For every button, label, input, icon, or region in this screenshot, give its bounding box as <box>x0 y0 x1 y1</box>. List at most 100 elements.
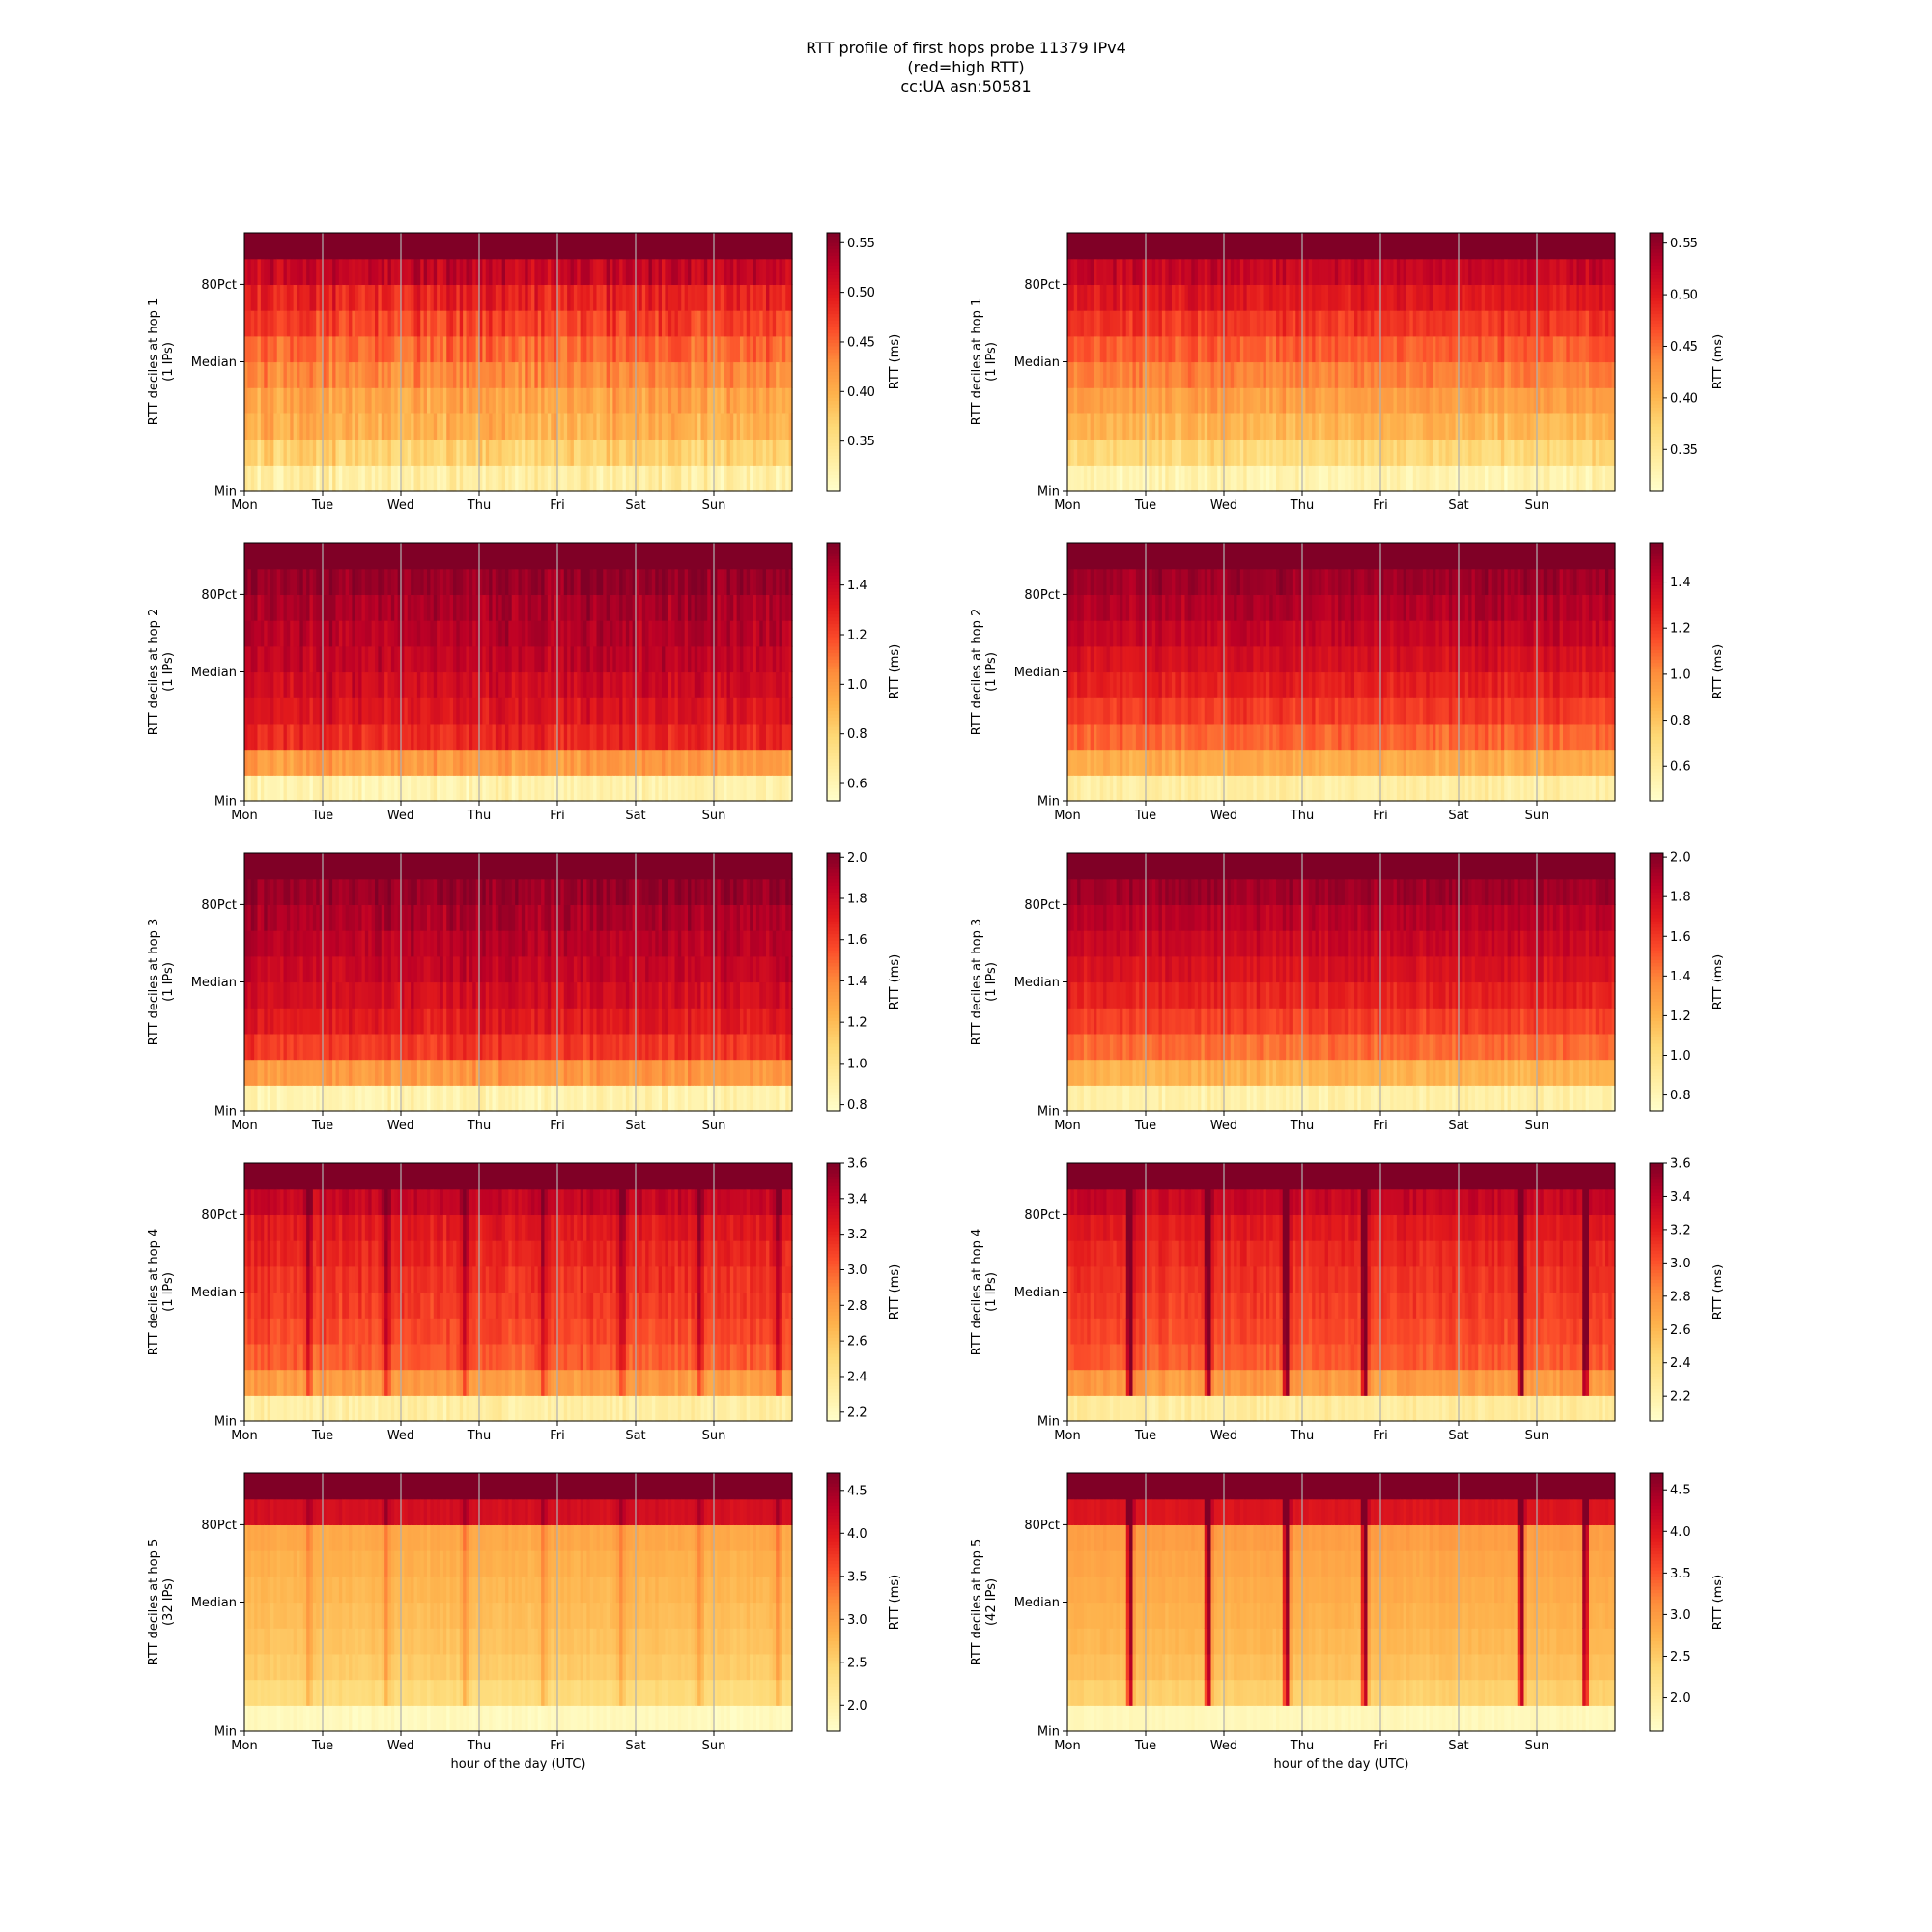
heatmap-cell <box>466 310 470 337</box>
heatmap-cell <box>593 361 598 388</box>
heatmap-cell <box>580 284 584 311</box>
heatmap-cell <box>563 335 568 363</box>
heatmap-cell <box>577 465 582 492</box>
heatmap-cell <box>297 439 300 466</box>
heatmap-cell <box>580 335 584 363</box>
heatmap-cell <box>525 258 529 285</box>
heatmap-cell <box>323 412 327 440</box>
heatmap-cell <box>416 412 421 440</box>
heatmap-cell <box>306 258 311 285</box>
heatmap-cell <box>323 233 327 260</box>
colorbar-segment <box>1650 233 1663 237</box>
heatmap-cell <box>381 310 385 337</box>
heatmap-cell <box>606 387 611 414</box>
heatmap-cell <box>449 439 454 466</box>
heatmap-cell <box>416 335 421 363</box>
heatmap-cell <box>560 412 565 440</box>
heatmap-cell <box>384 233 389 260</box>
heatmap-cell <box>267 465 271 492</box>
heatmap-cell <box>433 284 438 311</box>
heatmap-cell <box>297 335 300 363</box>
heatmap-cell <box>312 258 317 285</box>
heatmap-cell <box>449 284 454 311</box>
heatmap-cell <box>518 412 523 440</box>
y-tick-label: Min <box>214 485 237 499</box>
heatmap-cell <box>364 233 369 260</box>
heatmap-cell <box>244 335 248 363</box>
heatmap-cell <box>401 465 405 492</box>
heatmap-cell <box>615 439 620 466</box>
heatmap-cell <box>580 439 584 466</box>
heatmap-cell <box>567 258 572 285</box>
heatmap-cell <box>492 335 497 363</box>
heatmap-cell <box>319 361 324 388</box>
heatmap-cell <box>472 233 477 260</box>
heatmap-cell <box>469 361 473 388</box>
heatmap-cell <box>309 310 314 337</box>
heatmap-cell <box>358 387 363 414</box>
heatmap-cell <box>381 233 385 260</box>
heatmap-cell <box>521 284 526 311</box>
heatmap-cell <box>309 412 314 440</box>
heatmap-cell <box>485 465 490 492</box>
heatmap-cell <box>250 310 255 337</box>
heatmap-cell <box>257 310 262 337</box>
heatmap-cell <box>433 412 438 440</box>
heatmap-cell <box>316 412 321 440</box>
heatmap-cell <box>449 465 454 492</box>
heatmap-cell <box>505 233 509 260</box>
heatmap-cell <box>411 361 415 388</box>
heatmap-cell <box>577 284 582 311</box>
heatmap-cell <box>593 233 598 260</box>
heatmap-cell <box>381 465 385 492</box>
heatmap-cell <box>312 387 317 414</box>
heatmap-cell <box>453 310 457 337</box>
heatmap-cell <box>257 439 262 466</box>
heatmap-cell <box>302 233 307 260</box>
heatmap-cell <box>472 310 477 337</box>
heatmap-cell <box>482 284 487 311</box>
heatmap-cell <box>423 284 428 311</box>
heatmap-cell <box>423 361 428 388</box>
heatmap-cell <box>283 258 288 285</box>
heatmap-cell <box>401 284 405 311</box>
heatmap-cell <box>557 310 561 337</box>
heatmap-cell <box>554 284 558 311</box>
heatmap-cell <box>306 233 311 260</box>
heatmap-cell <box>401 387 405 414</box>
heatmap-cell <box>264 439 269 466</box>
heatmap-cell <box>407 361 412 388</box>
heatmap-cell <box>293 412 298 440</box>
heatmap-cell <box>361 233 366 260</box>
heatmap-cell <box>459 233 464 260</box>
heatmap-cell <box>413 439 418 466</box>
heatmap-cell <box>534 233 539 260</box>
heatmap-cell <box>264 335 269 363</box>
heatmap-cell <box>442 284 447 311</box>
heatmap-cells <box>1067 233 1616 492</box>
heatmap-cell <box>541 465 546 492</box>
heatmap-cell <box>551 258 555 285</box>
heatmap-cell <box>472 284 477 311</box>
heatmap-cell <box>416 361 421 388</box>
heatmap-cell <box>525 335 529 363</box>
heatmap-cell <box>328 310 333 337</box>
heatmap-cell <box>254 361 259 388</box>
heatmap-cell <box>589 258 594 285</box>
heatmap-cell <box>427 439 431 466</box>
heatmap-cell <box>358 439 363 466</box>
heatmap-cell <box>326 258 330 285</box>
heatmap-cell <box>413 310 418 337</box>
heatmap-cell <box>498 361 503 388</box>
heatmap-cell <box>557 258 561 285</box>
heatmap-cell <box>352 439 356 466</box>
heatmap-cell <box>332 258 337 285</box>
heatmap-cell <box>290 284 295 311</box>
heatmap-cell <box>589 387 594 414</box>
heatmap-cell <box>349 233 353 260</box>
heatmap-cell <box>599 387 604 414</box>
heatmap-cell <box>560 233 565 260</box>
heatmap-cell <box>381 412 385 440</box>
heatmap-cell <box>606 361 611 388</box>
heatmap-cell <box>521 412 526 440</box>
